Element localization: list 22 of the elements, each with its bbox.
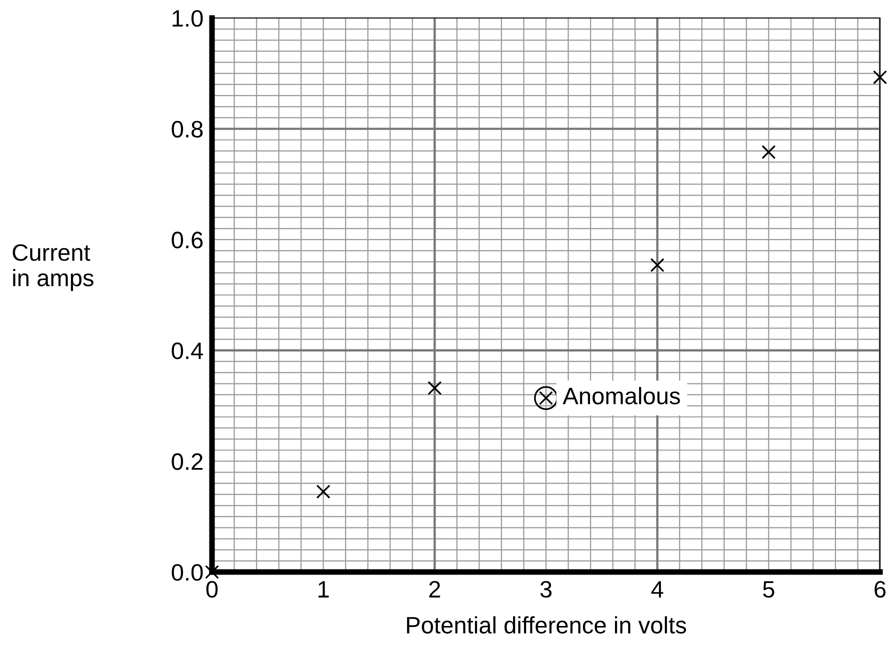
- point: [650, 258, 664, 272]
- point: [872, 70, 888, 84]
- y-axis-title: Current in amps: [12, 244, 94, 292]
- x-tick-label: 2: [429, 580, 440, 598]
- y-tick-label: 0.2: [172, 453, 202, 470]
- x-tick-label: 5: [763, 581, 774, 598]
- x-tick-label: 1: [318, 581, 329, 598]
- point: [762, 145, 776, 160]
- y-tick-label: 0.6: [172, 232, 203, 248]
- point: [316, 484, 330, 499]
- x-tick-label: 6: [874, 580, 886, 598]
- y-tick-label: 1.0: [172, 10, 203, 27]
- point: [428, 381, 442, 396]
- y-tick-label: 0.8: [172, 120, 203, 138]
- x-tick-label: 0: [206, 580, 218, 598]
- x-axis-title: Potential difference in volts: [407, 616, 686, 634]
- x-tick-label: 3: [540, 580, 552, 598]
- point: [204, 564, 220, 580]
- annotation: Anomalous: [562, 387, 680, 404]
- y-tick-label: 0.4: [172, 342, 203, 360]
- y-tick-label: 0.0: [172, 564, 203, 581]
- x-tick-label: 4: [651, 581, 664, 598]
